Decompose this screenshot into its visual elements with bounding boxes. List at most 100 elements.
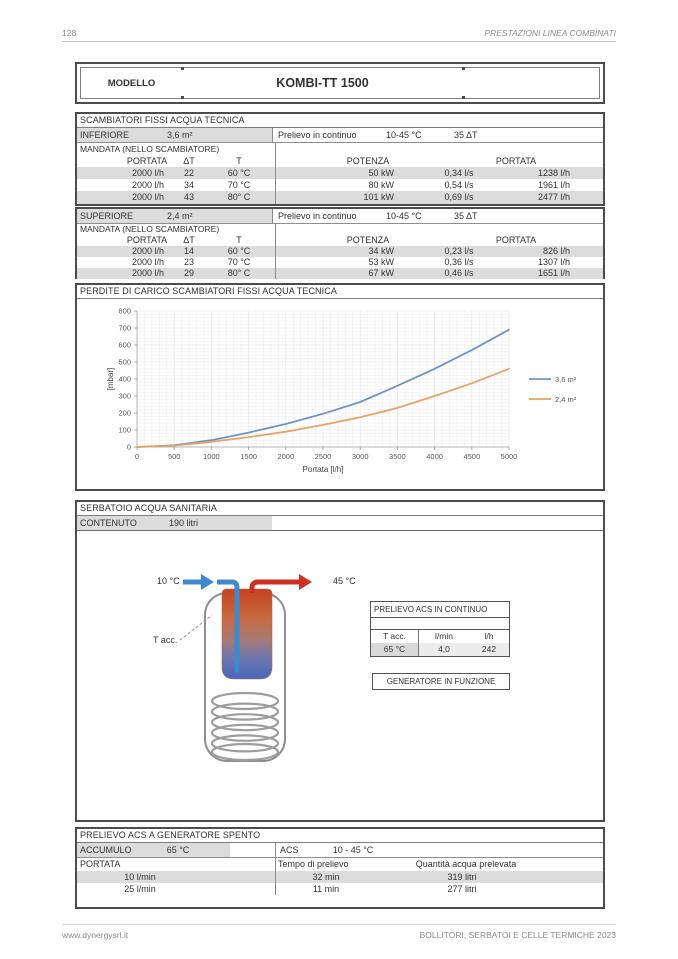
cell-portata: 2000 l/h — [131, 192, 164, 202]
contenuto-label: CONTENUTO — [80, 518, 137, 528]
outlet-arrow-icon — [282, 574, 312, 590]
footer-url: www.dynergysrl.it — [62, 930, 129, 940]
divider-line — [275, 858, 276, 871]
tacc-label: T acc. — [153, 635, 178, 645]
cell-portata: 10 l/min — [124, 872, 156, 882]
inferiore-shade — [77, 128, 272, 142]
table-row: 25 l/min 11 min 277 litri — [77, 883, 603, 895]
page-footer: www.dynergysrl.it BOLLITORI, SERBATOI E … — [62, 930, 616, 940]
svg-text:3000: 3000 — [352, 452, 369, 461]
svg-text:Portata [l/h]: Portata [l/h] — [303, 465, 344, 474]
mandata-row: MANDATA (NELLO SCAMBIATORE) — [77, 143, 603, 155]
divider-tick — [462, 67, 465, 70]
cell-lh: 1238 l/h — [537, 168, 570, 178]
serbatoio-title: SERBATOIO ACQUA SANITARIA — [77, 502, 603, 516]
header-quantita: Quantità acqua prelevata — [415, 859, 517, 869]
superiore-shade — [77, 209, 272, 223]
header-portata2: PORTATA — [495, 235, 537, 245]
divider-line — [275, 883, 276, 895]
divider-line — [275, 843, 276, 857]
page-header-title: PRESTAZIONI LINEA COMBINATI — [484, 28, 616, 38]
cell-potenza: 50 kW — [368, 168, 394, 178]
perdite-carico-box: PERDITE DI CARICO SCAMBIATORI FISSI ACQU… — [75, 283, 605, 491]
divider-tick — [462, 96, 465, 99]
col-header-lmin: l/min — [435, 631, 453, 641]
model-header-box: MODELLO KOMBI-TT 1500 — [75, 62, 605, 104]
header-portata: PORTATA — [126, 235, 168, 245]
cell-portata: 2000 l/h — [131, 268, 164, 278]
cell-ls: 0,54 l/s — [444, 180, 474, 190]
cell-lh: 1651 l/h — [537, 268, 570, 278]
cell-potenza: 34 kW — [368, 246, 394, 256]
svg-text:300: 300 — [118, 392, 131, 401]
cell-potenza: 80 kW — [368, 180, 394, 190]
header-portata: PORTATA — [80, 859, 121, 869]
cell-ls: 0,23 l/s — [444, 246, 474, 256]
perdite-chart-svg: 0 500 1000 1500 2000 2500 3000 3500 4000 4500 5000… — [106, 307, 577, 475]
footer-catalog: BOLLITORI, SERBATOI E CELLE TERMICHE 202… — [419, 930, 616, 940]
cell-ls: 0,69 l/s — [444, 192, 474, 202]
divider-line — [275, 235, 276, 246]
prelievo-range: 10-45 °C — [386, 130, 422, 140]
svg-text:2,4 m²: 2,4 m² — [555, 395, 577, 404]
cell-portata: 2000 l/h — [131, 257, 164, 267]
superiore-label: SUPERIORE — [80, 211, 134, 221]
header-dt: ΔT — [183, 156, 195, 166]
cell-lh: 2477 l/h — [537, 192, 570, 202]
divider-line — [275, 224, 276, 235]
chart-title: PERDITE DI CARICO SCAMBIATORI FISSI ACQU… — [77, 285, 603, 299]
prelievo-acs-table: PRELIEVO ACS IN CONTINUO T acc. l/min l/… — [370, 601, 510, 657]
cell-quantita: 319 litri — [447, 872, 477, 882]
divider-line — [275, 246, 276, 257]
cell-lh: 1961 l/h — [537, 180, 570, 190]
acs-label: ACS — [280, 845, 299, 855]
scambiatori-title: SCAMBIATORI FISSI ACQUA TECNICA — [77, 114, 603, 128]
svg-text:4500: 4500 — [463, 452, 480, 461]
svg-text:500: 500 — [118, 358, 131, 367]
prelievo-acs-spacer — [371, 618, 509, 630]
svg-text:200: 200 — [118, 409, 131, 418]
coil-heat-exchanger — [210, 691, 280, 762]
prelievo-dt: 35 ΔT — [454, 130, 478, 140]
cell-t: 70 °C — [227, 180, 251, 190]
cell-quantita: 277 litri — [447, 884, 477, 894]
contenuto-row: CONTENUTO 190 litri — [77, 516, 603, 531]
cell-lh: 1307 l/h — [537, 257, 570, 267]
columns-header-row: PORTATA Tempo di prelievo Quantità acqua… — [77, 858, 603, 871]
svg-text:600: 600 — [118, 341, 131, 350]
svg-text:1500: 1500 — [240, 452, 257, 461]
cell-lh: 826 l/h — [542, 246, 570, 256]
header-t: T — [236, 235, 242, 245]
cell-lh: 242 — [469, 643, 509, 656]
prelievo-acs-header-row: T acc. l/min l/h — [371, 630, 509, 643]
divider-line — [272, 209, 273, 223]
header-potenza: POTENZA — [346, 156, 390, 166]
header-t: T — [236, 156, 242, 166]
page-number: 128 — [62, 28, 77, 38]
mandata-label: MANDATA (NELLO SCAMBIATORE) — [80, 144, 220, 154]
accumulo-row: ACCUMULO 65 °C ACS 10 - 45 °C — [77, 843, 603, 858]
cell-lmin: 4,0 — [419, 643, 469, 656]
model-name: KOMBI-TT 1500 — [276, 76, 369, 90]
divider-line — [275, 871, 276, 883]
table-row: 2000 l/h 43 80° C 101 kW 0,69 l/s 2477 l… — [77, 191, 603, 204]
cell-dt: 22 — [183, 168, 195, 178]
cell-dt: 43 — [183, 192, 195, 202]
prelievo-acs-title: PRELIEVO ACS IN CONTINUO — [371, 602, 509, 618]
columns-header-row: PORTATA ΔT T POTENZA PORTATA — [77, 155, 603, 167]
inferiore-surface: 3,6 m² — [167, 130, 193, 140]
prelievo-acs-data-row: 65 °C 4,0 242 — [371, 643, 509, 656]
cell-tempo: 11 min — [312, 884, 340, 894]
cell-t: 60 °C — [227, 168, 251, 178]
accumulo-shade — [77, 843, 230, 857]
inferiore-label: INFERIORE — [80, 130, 130, 140]
col-header-lh: l/h — [484, 631, 494, 641]
cold-pipe-tip — [234, 667, 240, 673]
svg-text:400: 400 — [118, 375, 131, 384]
cell-ls: 0,46 l/s — [444, 268, 474, 278]
cell-tacc: 65 °C — [371, 643, 419, 656]
header-tempo: Tempo di prelievo — [278, 859, 349, 869]
model-header-inner: MODELLO KOMBI-TT 1500 — [80, 67, 600, 99]
divider-line — [275, 143, 276, 155]
svg-text:3500: 3500 — [389, 452, 406, 461]
